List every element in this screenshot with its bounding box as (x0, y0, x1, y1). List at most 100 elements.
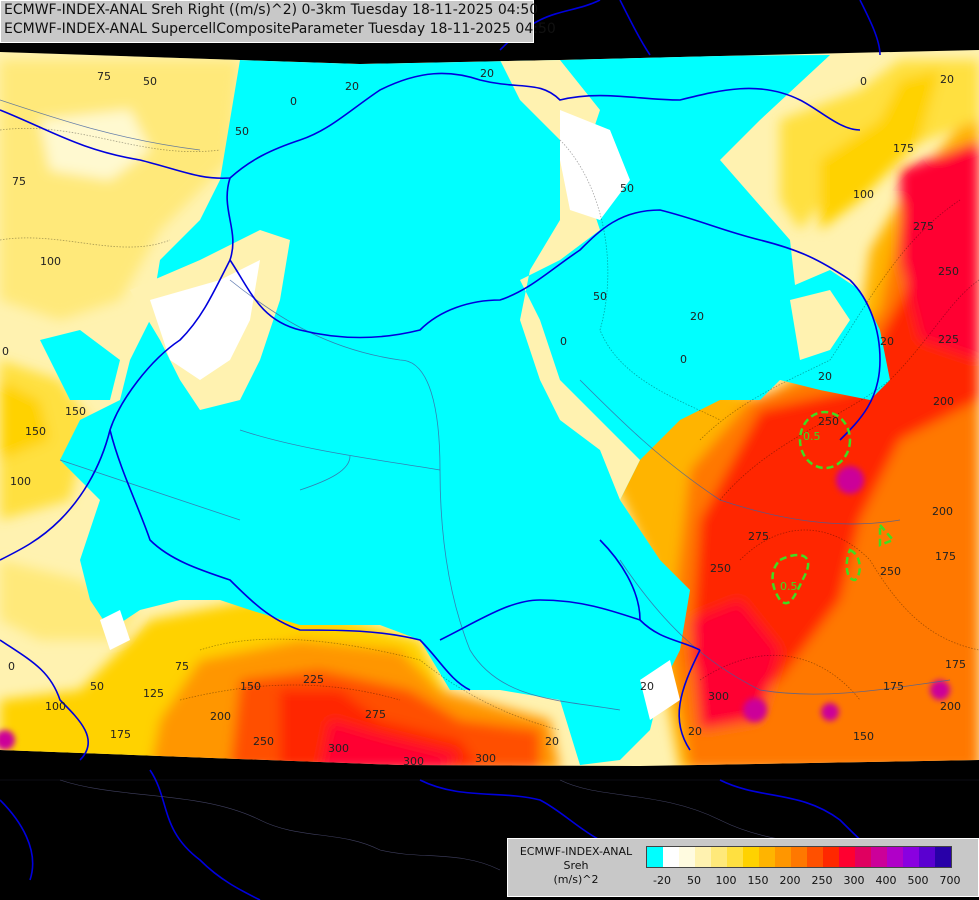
contour-label: 250 (253, 735, 274, 748)
legend-swatch (935, 847, 951, 867)
legend-swatch (663, 847, 679, 867)
contour-label: 50 (620, 182, 634, 195)
legend-swatch (807, 847, 823, 867)
contour-label: 200 (940, 700, 961, 713)
scp-contours (771, 410, 896, 605)
low-sreh-region (40, 55, 890, 765)
contour-label: 100 (45, 700, 66, 713)
legend-tick-label: 250 (811, 874, 833, 887)
contour-label: 175 (935, 550, 956, 563)
legend-swatch (871, 847, 887, 867)
contour-label: 150 (65, 405, 86, 418)
legend-swatch (727, 847, 743, 867)
legend-tick-label: 300 (843, 874, 865, 887)
legend-swatch (903, 847, 919, 867)
contour-labels: 75 50 50 0 20 20 75 100 150 100 0 150 0 … (2, 67, 966, 768)
contour-label: 75 (97, 70, 111, 83)
legend-swatch (919, 847, 935, 867)
scp-label: 0.5 (803, 430, 821, 443)
contour-label: 200 (932, 505, 953, 518)
contour-label: 175 (893, 142, 914, 155)
contour-label: 0 (290, 95, 297, 108)
contour-label: 275 (748, 530, 769, 543)
contour-label: 250 (710, 562, 731, 575)
legend-title-line: (m/s)^2 (553, 873, 599, 886)
sreh-field (0, 50, 979, 766)
legend-swatch (647, 847, 663, 867)
contour-label: 150 (240, 680, 261, 693)
legend-title-line: Sreh (563, 859, 589, 872)
header-line-scp: ECMWF-INDEX-ANAL SupercellCompositeParam… (4, 21, 556, 37)
contour-label: 0 (2, 345, 9, 358)
contour-label: 250 (818, 415, 839, 428)
contour-label: 100 (853, 188, 874, 201)
legend-title-line: ECMWF-INDEX-ANAL (519, 845, 633, 858)
contour-label: 150 (853, 730, 874, 743)
legend-title: ECMWF-INDEX-ANAL Sreh (m/s)^2 (512, 845, 640, 887)
contour-label: 300 (403, 755, 424, 768)
legend-tick-labels: -20 50 100 150 200 250 300 400 500 700 (646, 874, 976, 890)
legend-tick-label: 200 (779, 874, 801, 887)
contour-label: 150 (25, 425, 46, 438)
contour-label: 0 (680, 353, 687, 366)
contour-label: 275 (913, 220, 934, 233)
header-line-sreh: ECMWF-INDEX-ANAL Sreh Right ((m/s)^2) 0-… (4, 2, 539, 18)
contour-label: 225 (938, 333, 959, 346)
contour-label: 225 (303, 673, 324, 686)
color-legend: ECMWF-INDEX-ANAL Sreh (m/s)^2 -20 50 100 15… (507, 838, 979, 897)
rivers (0, 99, 951, 711)
legend-swatch (823, 847, 839, 867)
contour-label: 0 (860, 75, 867, 88)
contour-label: 0 (560, 335, 567, 348)
contour-label: 200 (210, 710, 231, 723)
contour-label: 20 (690, 310, 704, 323)
contour-label: 175 (110, 728, 131, 741)
contour-label: 20 (688, 725, 702, 738)
contour-label: 275 (365, 708, 386, 721)
legend-color-bar (646, 846, 952, 868)
contour-label: 20 (818, 370, 832, 383)
legend-swatch (711, 847, 727, 867)
contour-label: 300 (475, 752, 496, 765)
legend-swatch (855, 847, 871, 867)
legend-swatch (791, 847, 807, 867)
legend-swatch (679, 847, 695, 867)
legend-swatch (759, 847, 775, 867)
legend-tick-label: -20 (653, 874, 671, 887)
legend-swatch (839, 847, 855, 867)
contour-label: 200 (933, 395, 954, 408)
contour-label: 20 (345, 80, 359, 93)
legend-swatch (695, 847, 711, 867)
legend-swatch (887, 847, 903, 867)
map-header: ECMWF-INDEX-ANAL Sreh Right ((m/s)^2) 0-… (0, 0, 556, 43)
contour-label: 100 (10, 475, 31, 488)
legend-tick-label: 500 (907, 874, 929, 887)
contour-label: 250 (880, 565, 901, 578)
contour-label: 175 (883, 680, 904, 693)
legend-tick-label: 150 (747, 874, 769, 887)
contour-label: 125 (143, 687, 164, 700)
contour-label: 20 (480, 67, 494, 80)
contour-label: 50 (593, 290, 607, 303)
contour-label: 0 (8, 660, 15, 673)
contour-label: 50 (90, 680, 104, 693)
legend-tick-label: 700 (939, 874, 961, 887)
contour-label: 175 (945, 658, 966, 671)
contour-label: 20 (880, 335, 894, 348)
contour-label: 50 (235, 125, 249, 138)
contour-label: 100 (40, 255, 61, 268)
contour-label: 250 (938, 265, 959, 278)
contour-label: 75 (175, 660, 189, 673)
contour-label: 20 (545, 735, 559, 748)
contour-label: 300 (708, 690, 729, 703)
legend-swatch (775, 847, 791, 867)
contour-label: 20 (640, 680, 654, 693)
legend-tick-label: 100 (715, 874, 737, 887)
scp-label: 0.5 (780, 580, 798, 593)
contour-label: 300 (328, 742, 349, 755)
legend-tick-label: 400 (875, 874, 897, 887)
contour-label: 20 (940, 73, 954, 86)
contour-label: 50 (143, 75, 157, 88)
